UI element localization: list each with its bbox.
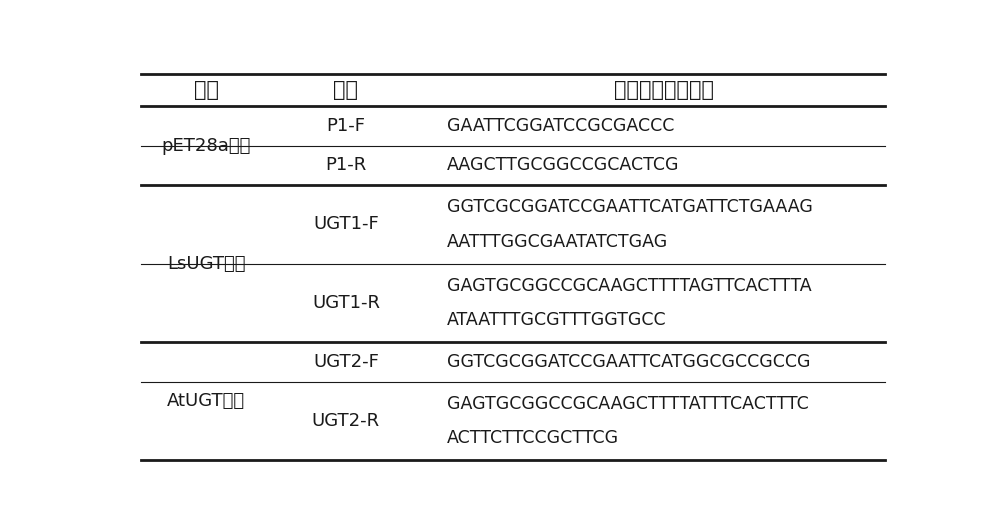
Text: pET28a反扩: pET28a反扩 [162,137,251,155]
Text: P1-F: P1-F [326,117,365,135]
Text: UGT1-F: UGT1-F [313,215,379,233]
Text: AATTTGGCGAATATCTGAG: AATTTGGCGAATATCTGAG [447,233,668,251]
Text: AtUGT正扩: AtUGT正扩 [167,392,245,410]
Text: 上、下游引物序列: 上、下游引物序列 [614,80,714,100]
Text: GAGTGCGGCCGCAAGCTTTTATTTCACTTTC: GAGTGCGGCCGCAAGCTTTTATTTCACTTTC [447,395,808,413]
Text: AAGCTTGCGGCCGCACTCG: AAGCTTGCGGCCGCACTCG [447,156,679,174]
Text: ACTTCTTCCGCTTCG: ACTTCTTCCGCTTCG [447,429,619,447]
Text: GAGTGCGGCCGCAAGCTTTTAGTTCACTTTA: GAGTGCGGCCGCAAGCTTTTAGTTCACTTTA [447,277,811,295]
Text: GGTCGCGGATCCGAATTCATGATTCTGAAAG: GGTCGCGGATCCGAATTCATGATTCTGAAAG [447,198,812,216]
Text: ATAATTTGCGTTTGGTGCC: ATAATTTGCGTTTGGTGCC [447,311,666,329]
Text: UGT2-F: UGT2-F [313,353,379,371]
Text: UGT1-R: UGT1-R [312,294,380,312]
Text: 名称: 名称 [194,80,219,100]
Text: GGTCGCGGATCCGAATTCATGGCGCCGCCG: GGTCGCGGATCCGAATTCATGGCGCCGCCG [447,353,810,371]
Text: GAATTCGGATCCGCGACCC: GAATTCGGATCCGCGACCC [447,117,674,135]
Text: 编号: 编号 [333,80,358,100]
Text: P1-R: P1-R [325,156,366,174]
Text: LsUGT正扩: LsUGT正扩 [167,255,246,273]
Text: UGT2-R: UGT2-R [312,412,380,430]
